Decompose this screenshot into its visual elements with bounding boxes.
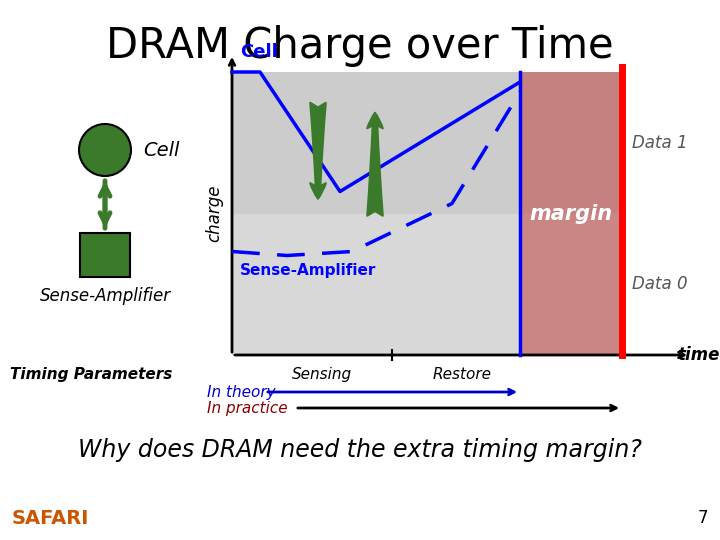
- Text: Timing Parameters: Timing Parameters: [10, 367, 172, 382]
- Text: Data 0: Data 0: [632, 275, 688, 293]
- Text: In theory: In theory: [207, 384, 276, 400]
- Text: Sense-Amplifier: Sense-Amplifier: [40, 287, 171, 305]
- Text: Cell: Cell: [143, 140, 179, 159]
- Text: 7: 7: [698, 509, 708, 527]
- Text: Sense-Amplifier: Sense-Amplifier: [240, 264, 377, 279]
- Bar: [520, 72, 622, 355]
- Text: charge: charge: [205, 185, 223, 242]
- Text: DRAM Charge over Time: DRAM Charge over Time: [106, 25, 614, 67]
- Text: In practice: In practice: [207, 401, 287, 415]
- Text: SAFARI: SAFARI: [12, 509, 89, 528]
- Text: margin: margin: [529, 204, 613, 224]
- Bar: [232, 213, 622, 355]
- Circle shape: [79, 124, 131, 176]
- Text: time: time: [677, 346, 719, 364]
- Bar: [232, 72, 622, 213]
- Text: Sensing: Sensing: [292, 367, 352, 382]
- Text: Why does DRAM need the extra timing margin?: Why does DRAM need the extra timing marg…: [78, 438, 642, 462]
- Text: Data 1: Data 1: [632, 134, 688, 152]
- Text: Cell: Cell: [240, 43, 278, 61]
- Bar: [80, 233, 130, 277]
- Text: Restore: Restore: [433, 367, 492, 382]
